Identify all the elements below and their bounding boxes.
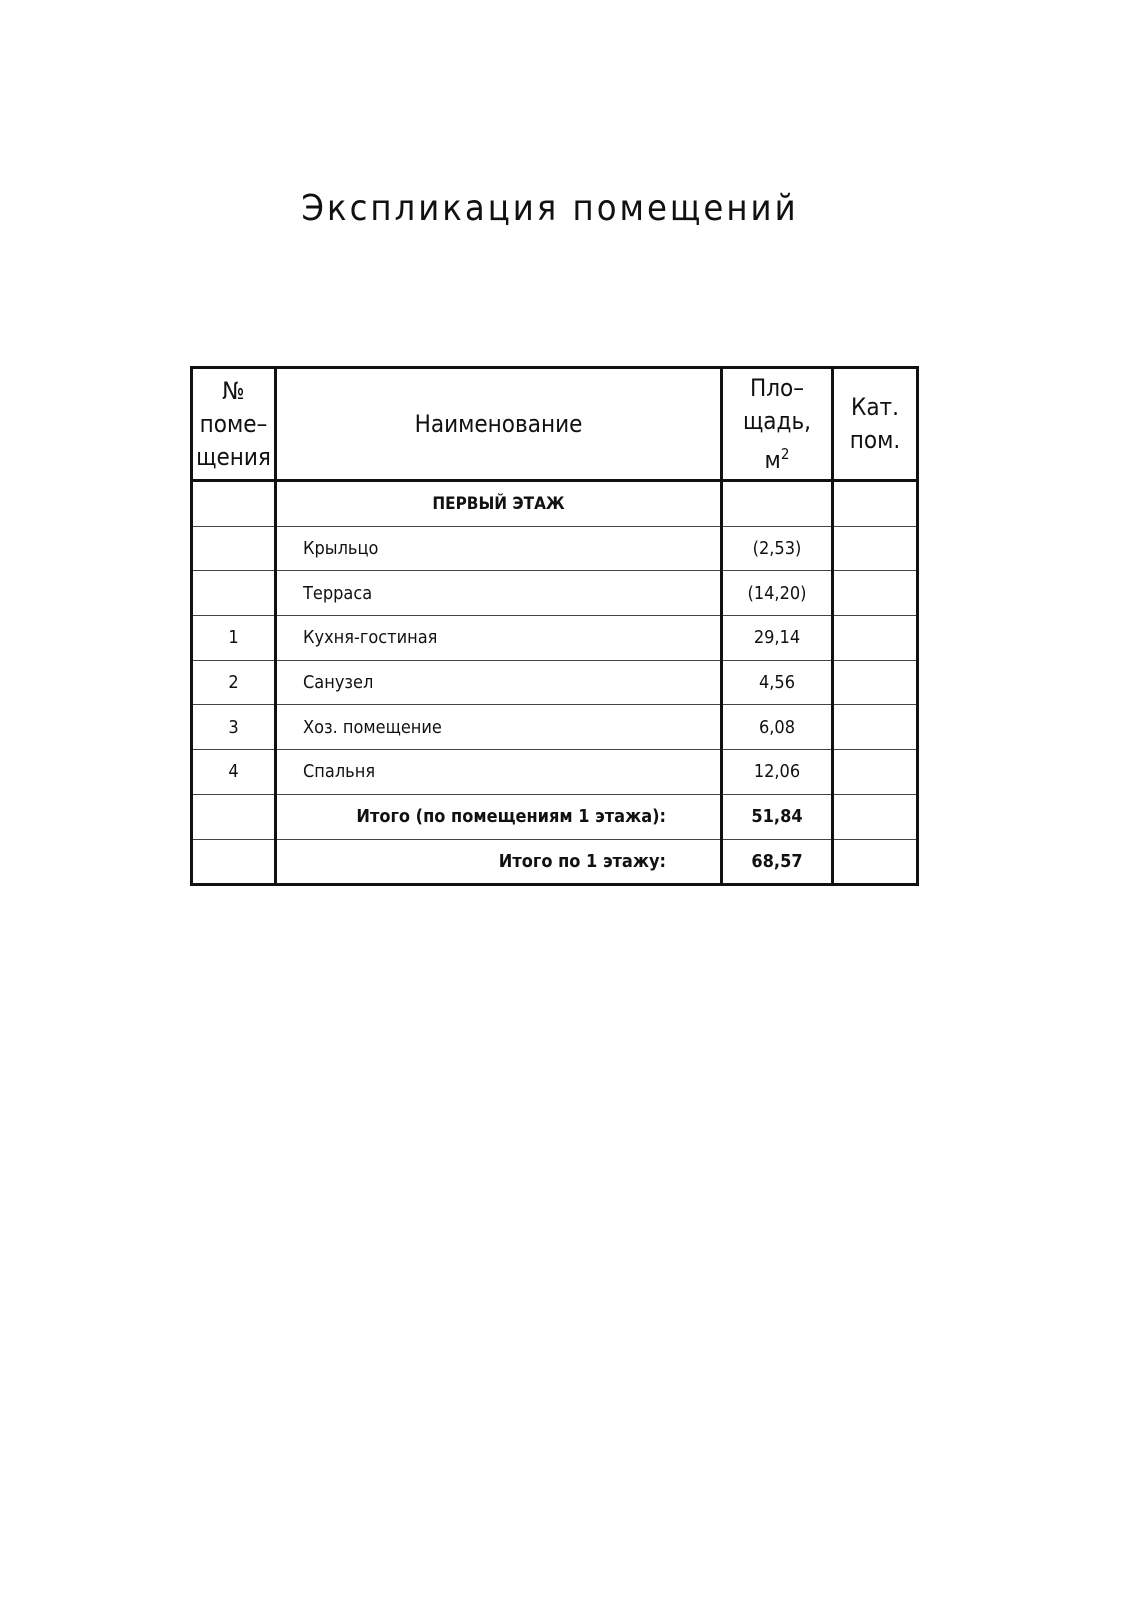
room-name: Крыльцо [275,525,723,572]
table-row: 1 Кухня-гостиная 29,14 [191,615,918,661]
header-area-line: щадь, [742,406,812,435]
header-number: № поме– щения [191,367,277,482]
room-name: Хоз. помещение [275,704,723,751]
total-label: Итого по 1 этажу: [275,838,723,886]
room-area: (14,20) [721,570,834,617]
room-name: Кухня-гостиная [275,615,723,661]
table-row: 4 Спальня 12,06 [191,749,918,795]
total-row: Итого по 1 этажу: 68,57 [191,838,918,886]
cell-empty [832,838,918,886]
total-value: 68,57 [721,838,834,886]
room-number: 3 [191,704,277,751]
header-row: № поме– щения Наименование Пло– щадь, м2 Кат… [191,367,918,482]
room-number [191,525,277,572]
room-name: Санузел [275,659,723,706]
total-row: Итого (по помещениям 1 этажа): 51,84 [191,793,918,840]
room-number: 1 [191,615,277,661]
header-category-line: Кат. [851,393,899,421]
table-row: Крыльцо (2,53) [191,525,918,572]
header-area-sup: 2 [780,444,790,463]
section-row: ПЕРВЫЙ ЭТАЖ [191,480,918,527]
header-area-line: м [764,445,781,474]
room-area: 12,06 [721,749,834,795]
cell-empty [191,480,277,527]
page-title: Экспликация помещений [301,188,799,229]
room-schedule-table: № поме– щения Наименование Пло– щадь, м2 Кат… [190,366,919,887]
header-area-line: Пло– [749,373,805,402]
header-category: Кат. пом. [832,367,918,482]
room-category [832,615,918,661]
room-number: 4 [191,749,277,795]
table-row: 2 Санузел 4,56 [191,659,918,706]
room-category [832,525,918,572]
room-category [832,659,918,706]
header-number-line: № [222,376,245,405]
cell-empty [191,793,277,840]
header-number-line: щения [196,442,271,471]
cell-empty [832,793,918,840]
room-name: Спальня [275,749,723,795]
section-title: ПЕРВЫЙ ЭТАЖ [275,480,723,527]
cell-empty [191,838,277,886]
header-name: Наименование [275,367,723,482]
cell-empty [832,480,918,527]
total-value: 51,84 [721,793,834,840]
room-number: 2 [191,659,277,706]
header-area: Пло– щадь, м2 [721,367,834,482]
total-label: Итого (по помещениям 1 этажа): [275,793,723,840]
table-row: Терраса (14,20) [191,570,918,617]
room-area: 4,56 [721,659,834,706]
table-row: 3 Хоз. помещение 6,08 [191,704,918,751]
room-area: 6,08 [721,704,834,751]
room-area: (2,53) [721,525,834,572]
room-area: 29,14 [721,615,834,661]
room-category [832,704,918,751]
cell-empty [721,480,834,527]
room-category [832,749,918,795]
room-name: Терраса [275,570,723,617]
room-number [191,570,277,617]
header-number-line: поме– [199,409,268,438]
header-category-line: пом. [849,426,901,454]
room-category [832,570,918,617]
